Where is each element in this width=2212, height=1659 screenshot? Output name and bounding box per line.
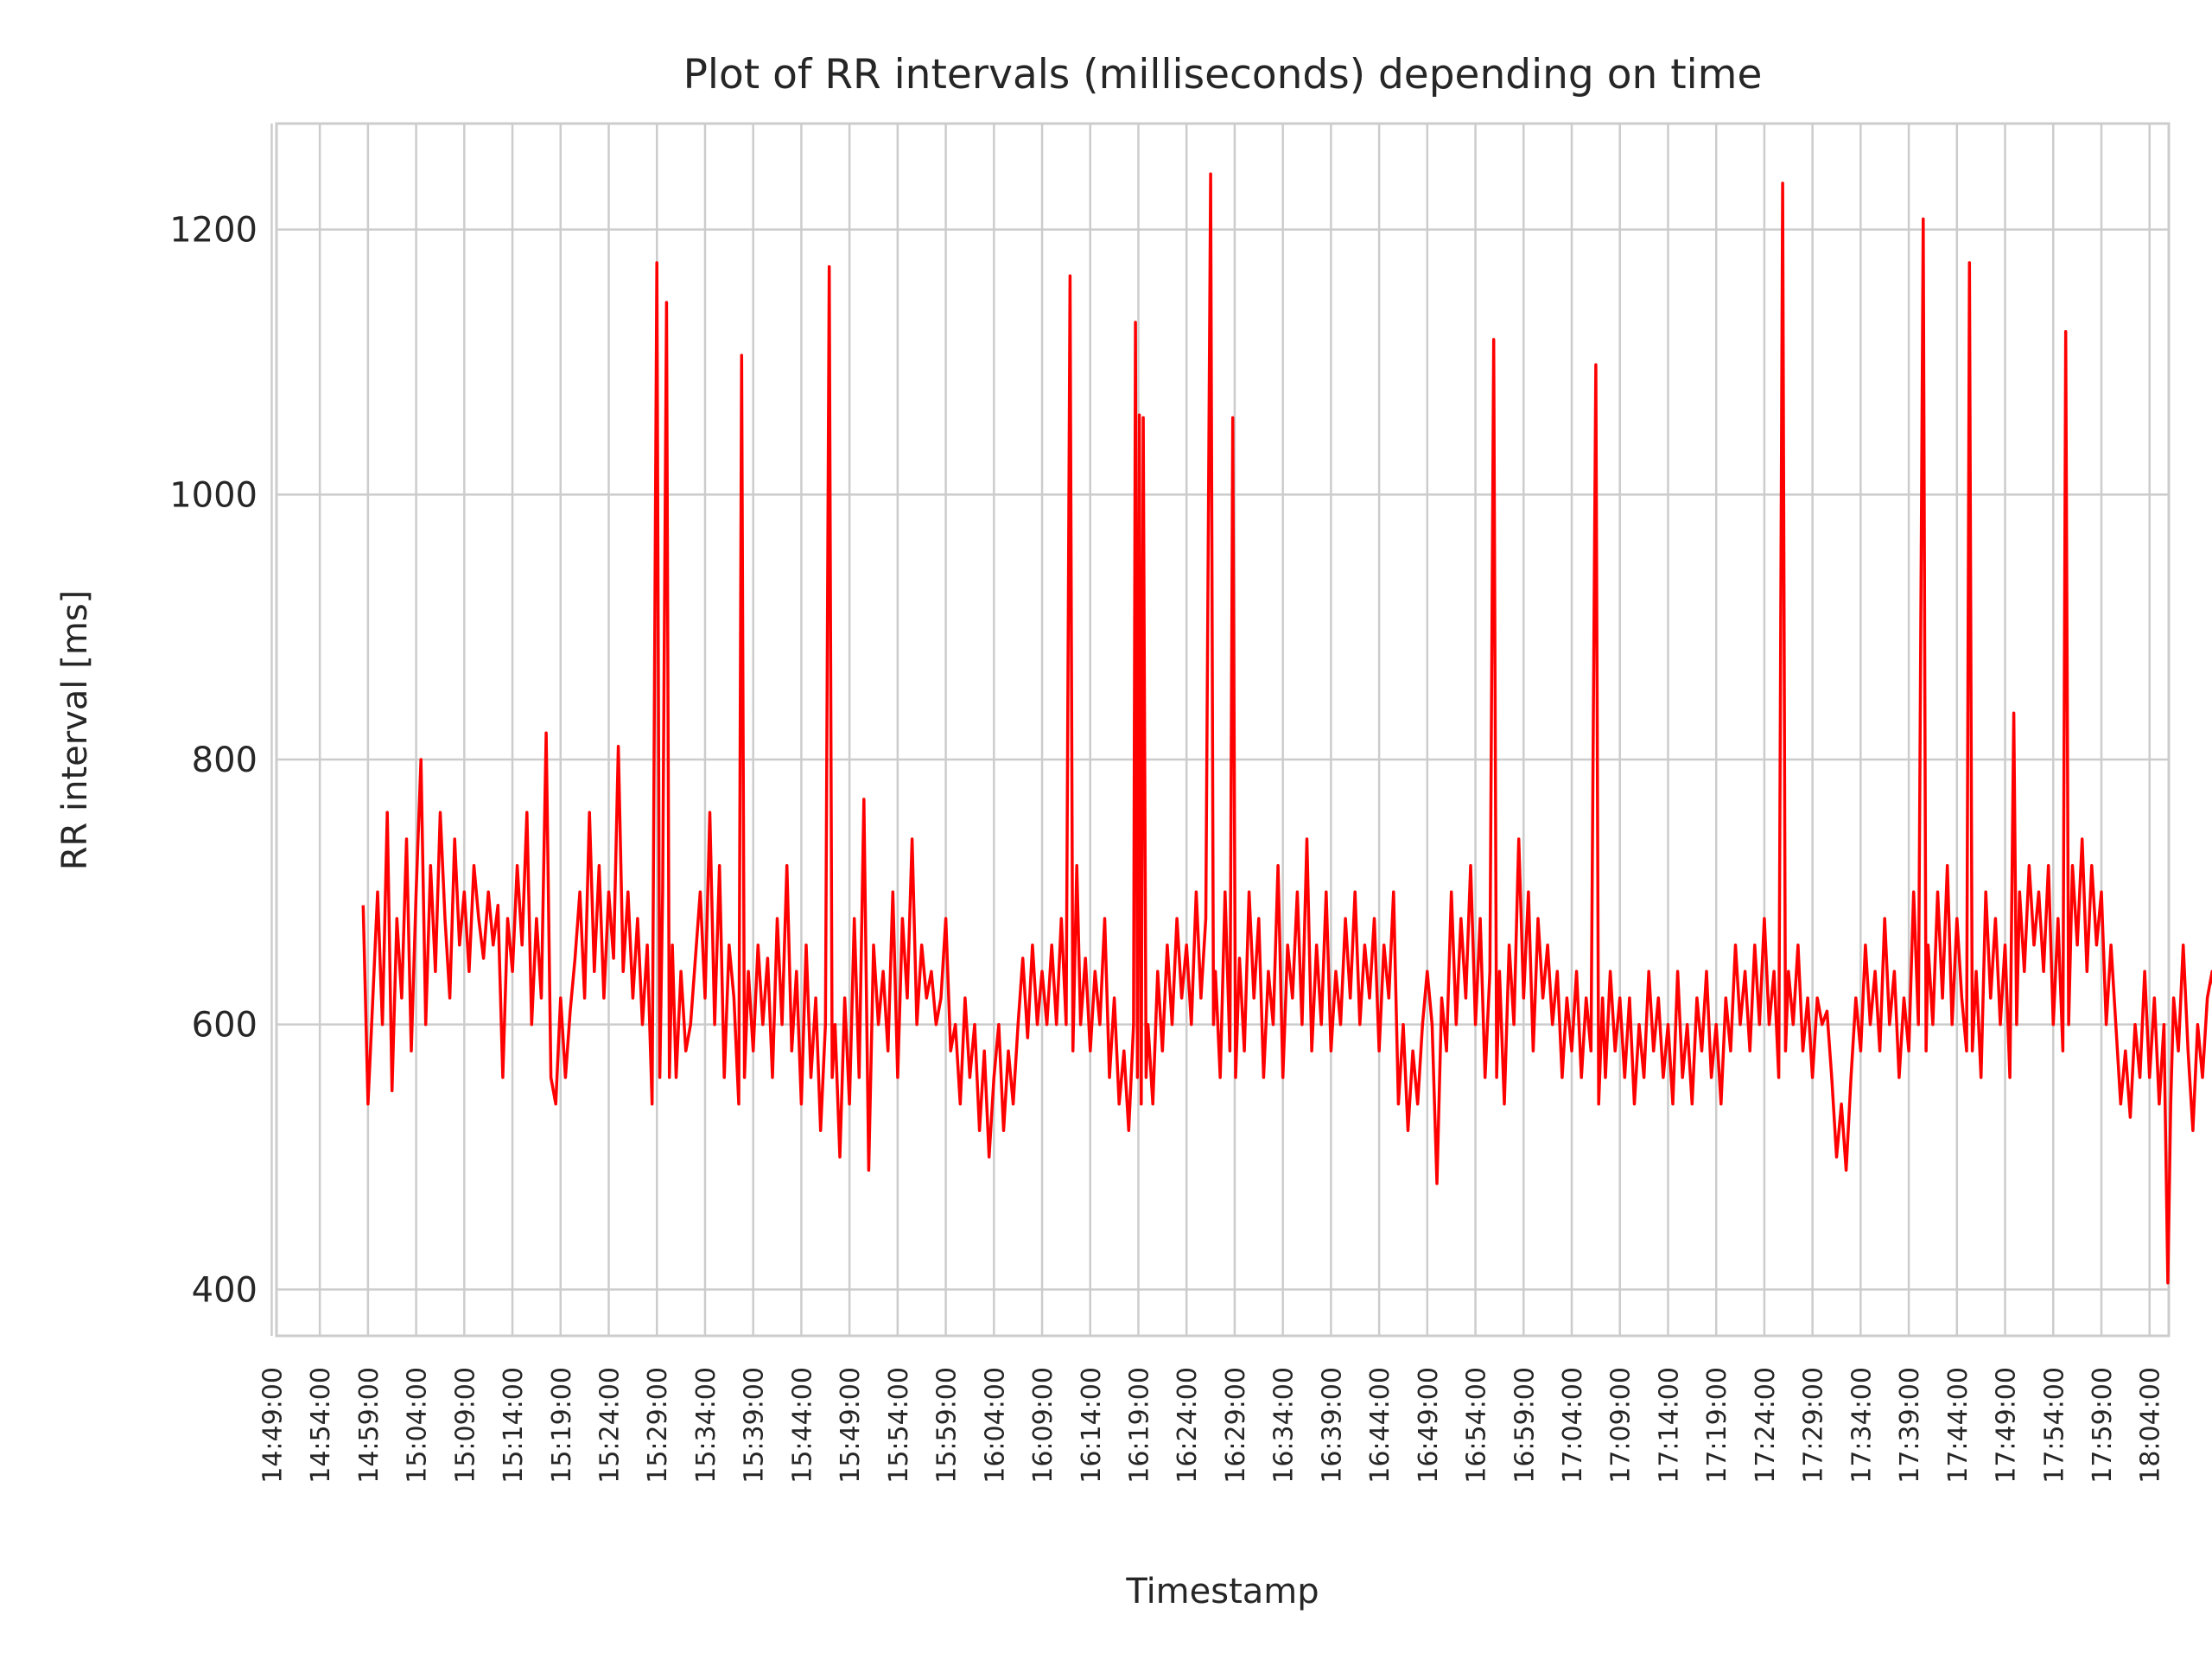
x-tick-label: 16:44:00 xyxy=(1365,1367,1395,1484)
x-tick-label: 16:59:00 xyxy=(1510,1367,1540,1484)
x-tick-label: 16:39:00 xyxy=(1317,1367,1347,1484)
x-axis-label: Timestamp xyxy=(1125,1572,1319,1611)
y-tick-label: 1200 xyxy=(169,211,257,251)
chart-title: Plot of RR intervals (milliseconds) depe… xyxy=(683,51,1763,99)
x-tick-label: 16:29:00 xyxy=(1221,1367,1251,1484)
x-tick-label: 16:04:00 xyxy=(980,1367,1010,1484)
x-axis-ticks: 14:49:00 14:54:00 14:59:00 15:04:00 15:09:00… xyxy=(257,1367,2165,1484)
y-tick-label: 600 xyxy=(192,1006,257,1046)
x-tick-label: 15:29:00 xyxy=(643,1367,673,1484)
x-tick-label: 15:39:00 xyxy=(740,1367,770,1484)
x-tick-label: 14:54:00 xyxy=(306,1367,336,1484)
x-tick-label: 16:24:00 xyxy=(1173,1367,1203,1484)
x-tick-label: 15:09:00 xyxy=(450,1367,480,1484)
x-tick-label: 17:19:00 xyxy=(1702,1367,1732,1484)
x-tick-label: 16:34:00 xyxy=(1269,1367,1300,1484)
x-tick-label: 16:09:00 xyxy=(1028,1367,1058,1484)
x-tick-label: 17:04:00 xyxy=(1558,1367,1588,1484)
x-tick-label: 15:59:00 xyxy=(932,1367,963,1484)
x-tick-label: 15:24:00 xyxy=(595,1367,626,1484)
y-tick-label: 400 xyxy=(192,1270,257,1310)
x-tick-label: 17:49:00 xyxy=(1992,1367,2022,1484)
y-axis-ticks: 400 600 800 1000 1200 xyxy=(169,211,257,1311)
x-tick-label: 16:14:00 xyxy=(1077,1367,1107,1484)
x-tick-label: 17:24:00 xyxy=(1751,1367,1781,1484)
x-tick-label: 16:49:00 xyxy=(1414,1367,1444,1484)
x-tick-label: 18:04:00 xyxy=(2136,1367,2166,1484)
x-tick-label: 17:39:00 xyxy=(1895,1367,1925,1484)
x-tick-label: 17:34:00 xyxy=(1847,1367,1877,1484)
x-tick-label: 16:54:00 xyxy=(1462,1367,1492,1484)
x-tick-label: 15:14:00 xyxy=(499,1367,529,1484)
y-tick-label: 800 xyxy=(192,741,257,780)
x-tick-label: 16:19:00 xyxy=(1124,1367,1154,1484)
rr-interval-series-line xyxy=(361,172,2212,1285)
x-tick-label: 15:34:00 xyxy=(691,1367,721,1484)
x-tick-label: 15:44:00 xyxy=(787,1367,817,1484)
x-tick-label: 17:59:00 xyxy=(2088,1367,2118,1484)
grid xyxy=(270,124,2169,1336)
x-tick-label: 17:29:00 xyxy=(1799,1367,1829,1484)
x-tick-label: 15:49:00 xyxy=(836,1367,866,1484)
x-tick-label: 17:09:00 xyxy=(1606,1367,1637,1484)
y-tick-label: 1000 xyxy=(169,475,257,515)
x-tick-label: 15:04:00 xyxy=(403,1367,433,1484)
plot-frame xyxy=(275,122,2171,1338)
y-axis-label: RR interval [ms] xyxy=(55,590,95,871)
x-tick-label: 15:54:00 xyxy=(884,1367,914,1484)
x-tick-label: 14:49:00 xyxy=(257,1367,288,1484)
x-tick-label: 17:14:00 xyxy=(1654,1367,1684,1484)
x-tick-label: 17:44:00 xyxy=(1943,1367,1974,1484)
x-tick-label: 15:19:00 xyxy=(547,1367,577,1484)
x-tick-label: 17:54:00 xyxy=(2039,1367,2069,1484)
x-tick-label: 14:59:00 xyxy=(354,1367,385,1484)
